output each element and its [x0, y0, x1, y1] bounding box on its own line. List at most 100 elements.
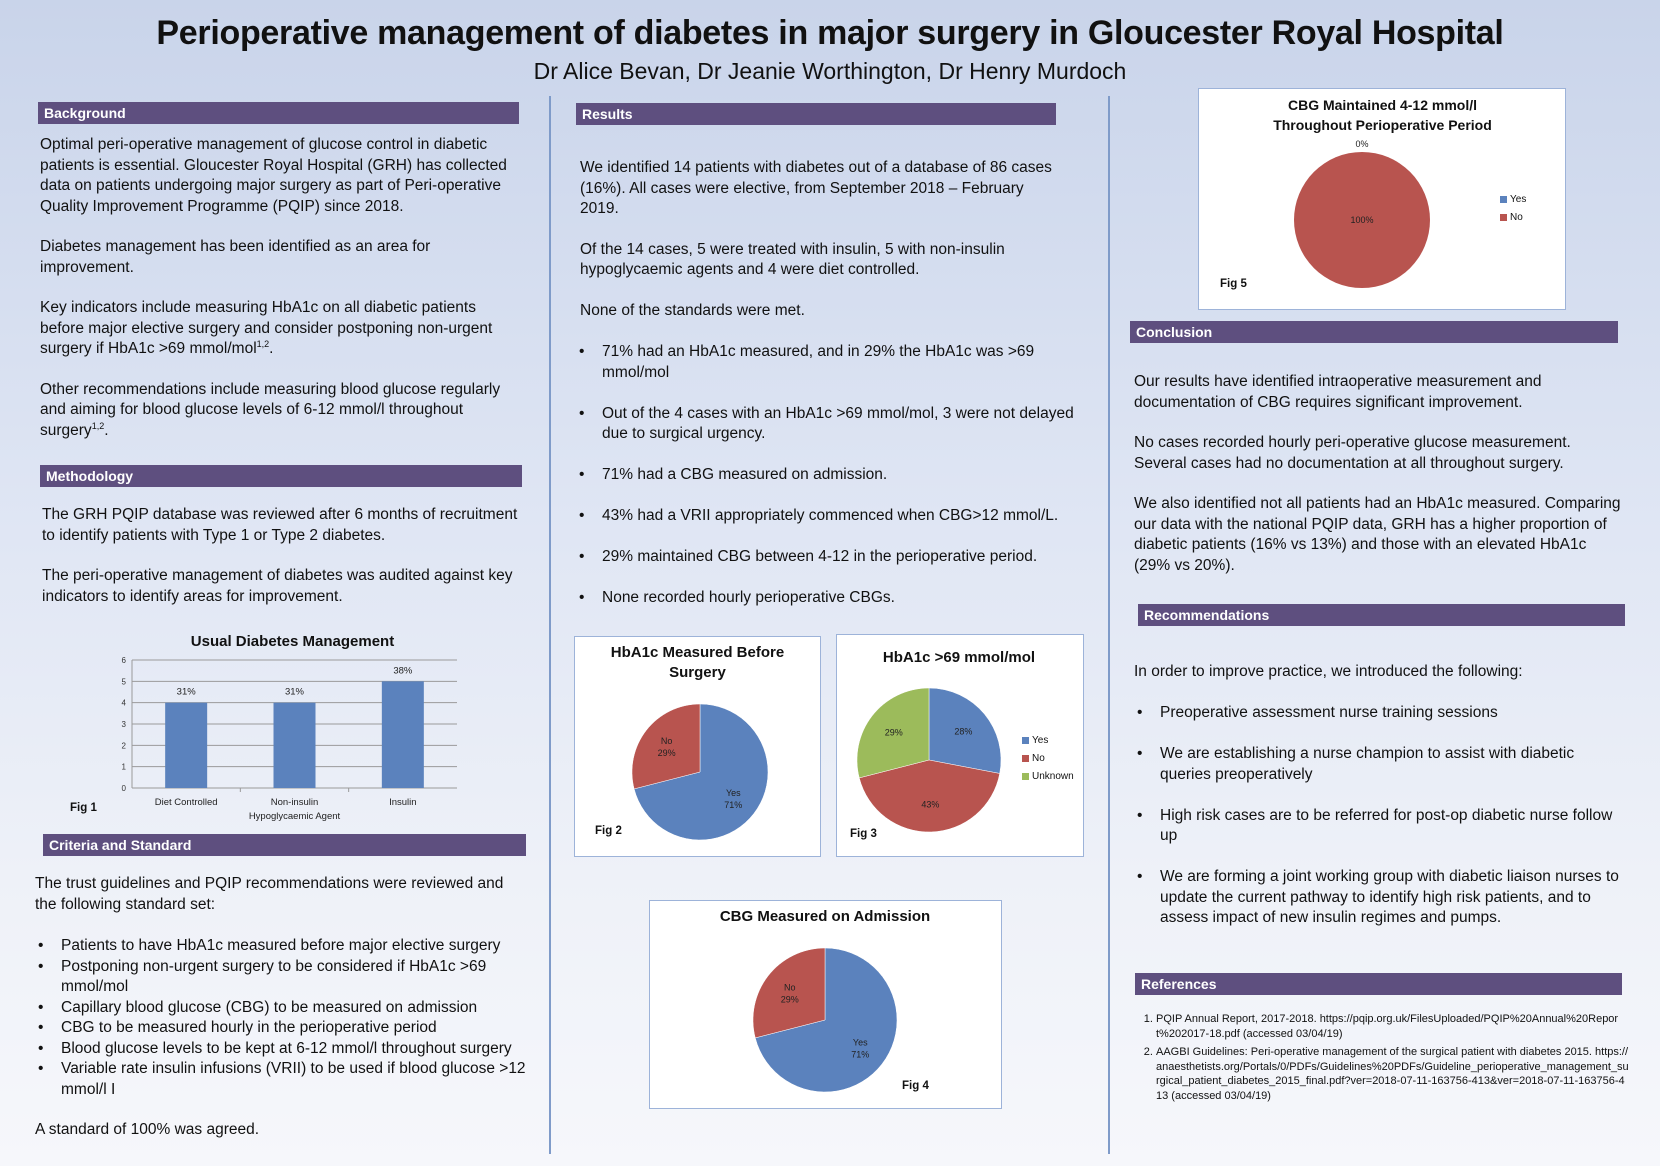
fig5-data-label: 100%	[1350, 215, 1373, 225]
methodology-text: The GRH PQIP database was reviewed after…	[42, 505, 522, 627]
fig3-title: HbA1c >69 mmol/mol	[882, 649, 1036, 666]
results-heading: Results	[576, 103, 1056, 125]
reference-item: AAGBI Guidelines: Peri-operative managem…	[1156, 1045, 1629, 1103]
criteria-item: Variable rate insulin infusions (VRII) t…	[35, 1059, 535, 1100]
background-paragraph: Diabetes management has been identified …	[40, 238, 431, 276]
fig1-y-tick-label: 2	[122, 741, 127, 750]
recommendations-list: Preoperative assessment nurse training s…	[1134, 703, 1624, 949]
fig2-data-label: No 29%	[658, 736, 676, 758]
fig5-pie-chart: 0% 100%	[1294, 140, 1430, 288]
criteria-list: Patients to have HbA1c measured before m…	[35, 936, 535, 1100]
results-text: We identified 14 patients with diabetes …	[580, 158, 1060, 341]
conclusion-paragraph: No cases recorded hourly peri-operative …	[1134, 434, 1571, 472]
conclusion-text: Our results have identified intraoperati…	[1134, 372, 1624, 596]
methodology-paragraph: The GRH PQIP database was reviewed after…	[42, 506, 518, 544]
fig2-data-label: Yes 71%	[724, 788, 742, 810]
poster-authors: Dr Alice Bevan, Dr Jeanie Worthington, D…	[533, 58, 1127, 84]
fig3-legend-item: No	[1022, 752, 1074, 770]
results-item: 43% had a VRII appropriately commenced w…	[576, 506, 1076, 527]
column-divider-right	[1108, 96, 1110, 1154]
fig1-bar	[165, 702, 208, 788]
references-list: PQIP Annual Report, 2017-2018. https://p…	[1134, 1012, 1629, 1107]
background-paragraph: Optimal peri-operative management of glu…	[40, 136, 507, 215]
results-item: None recorded hourly perioperative CBGs.	[576, 588, 1076, 609]
fig1-data-label: 38%	[393, 665, 413, 676]
recommendation-item: Preoperative assessment nurse training s…	[1134, 703, 1624, 724]
legend-swatch	[1500, 213, 1507, 221]
column-divider-left	[549, 96, 551, 1154]
fig3-data-label: 43%	[921, 800, 939, 810]
fig1-y-tick-label: 0	[122, 784, 127, 793]
results-paragraph: We identified 14 patients with diabetes …	[580, 159, 1052, 217]
fig1-y-tick-label: 1	[122, 763, 127, 772]
fig3-data-label: 29%	[885, 728, 903, 738]
fig4-data-label: No 29%	[781, 983, 799, 1005]
fig4-slice-yes	[754, 947, 898, 1093]
fig1-bar	[273, 702, 316, 788]
fig4-slice-no	[752, 947, 826, 1039]
criteria-footer: A standard of 100% was agreed.	[35, 1121, 260, 1138]
fig1-x-tick-label: Diet Controlled	[155, 797, 218, 808]
criteria-item: CBG to be measured hourly in the periope…	[35, 1018, 535, 1039]
poster-title: Perioperative management of diabetes in …	[156, 14, 1504, 52]
criteria-item: Blood glucose levels to be kept at 6-12 …	[35, 1039, 535, 1060]
fig1-x-tick-label: Hypoglycaemic Agent	[249, 811, 341, 822]
fig5-legend: Yes No	[1500, 193, 1526, 229]
results-paragraph: None of the standards were met.	[580, 301, 805, 319]
results-item: Out of the 4 cases with an HbA1c >69 mmo…	[576, 404, 1076, 445]
recommendations-intro: In order to improve practice, we introdu…	[1134, 663, 1523, 680]
fig2-slice-yes	[633, 703, 769, 841]
results-list: 71% had an HbA1c measured, and in 29% th…	[576, 342, 1076, 629]
recommendation-item: High risk cases are to be referred for p…	[1134, 806, 1624, 847]
legend-swatch	[1022, 754, 1029, 762]
background-paragraph: Other recommendations include measuring …	[40, 380, 501, 439]
legend-swatch	[1022, 772, 1029, 780]
background-paragraph: Key indicators include measuring HbA1c o…	[40, 299, 493, 357]
fig1-y-tick-label: 5	[122, 677, 127, 686]
results-item: 71% had an HbA1c measured, and in 29% th…	[576, 342, 1076, 383]
methodology-paragraph: The peri-operative management of diabete…	[42, 567, 513, 605]
fig5-data-label: 0%	[1355, 140, 1368, 149]
fig1-bar-chart: 0 1 2 3 4 5 6 31% Diet Controlled 31% Non-insulin H…	[122, 656, 457, 822]
fig5-legend-item: Yes	[1500, 193, 1526, 211]
results-item: 71% had a CBG measured on admission.	[576, 465, 1076, 486]
fig3-slice-yes	[928, 687, 1002, 774]
background-heading: Background	[38, 102, 519, 124]
fig3-legend: Yes No Unknown	[1022, 734, 1074, 788]
fig4-label: Fig 4	[902, 1080, 929, 1092]
recommendation-item: We are forming a joint working group wit…	[1134, 867, 1624, 929]
background-text: Optimal peri-operative management of glu…	[40, 135, 518, 461]
results-paragraph: Of the 14 cases, 5 were treated with ins…	[580, 240, 1005, 279]
fig5-label: Fig 5	[1220, 278, 1247, 290]
fig1-data-label: 31%	[285, 687, 305, 698]
criteria-heading: Criteria and Standard	[43, 834, 526, 856]
fig3-legend-item: Yes	[1022, 734, 1074, 752]
criteria-item: Capillary blood glucose (CBG) to be meas…	[35, 998, 535, 1019]
fig3-slice-unknown	[856, 687, 930, 779]
conclusion-heading: Conclusion	[1130, 321, 1618, 343]
fig3-label: Fig 3	[850, 828, 877, 840]
fig1-title: Usual Diabetes Management	[190, 633, 395, 650]
fig3-pie-chart: 28% 43% 29%	[856, 687, 1002, 833]
results-item: 29% maintained CBG between 4-12 in the p…	[576, 547, 1076, 568]
fig1-y-tick-label: 4	[122, 699, 127, 708]
references-heading: References	[1135, 973, 1622, 995]
fig4-data-label: Yes 71%	[851, 1037, 869, 1059]
fig2-title: HbA1c Measured Before Surgery	[610, 644, 785, 681]
fig3-slice-no	[858, 759, 1001, 833]
fig1-x-tick-label: Non-insulin	[271, 797, 319, 808]
fig4-pie-chart: Yes 71% No 29%	[752, 947, 898, 1093]
fig2-slice-no	[631, 703, 701, 790]
fig2-pie-chart: Yes 71% No 29%	[631, 703, 769, 841]
fig3-data-label: 28%	[954, 727, 972, 737]
fig4-title: CBG Measured on Admission	[719, 908, 931, 925]
fig5-legend-item: No	[1500, 211, 1526, 229]
criteria-intro: The trust guidelines and PQIP recommenda…	[35, 875, 504, 913]
recommendation-item: We are establishing a nurse champion to …	[1134, 744, 1624, 785]
legend-swatch	[1500, 195, 1507, 203]
criteria-item: Postponing non-urgent surgery to be cons…	[35, 957, 535, 998]
fig1-label: Fig 1	[70, 802, 97, 814]
methodology-heading: Methodology	[40, 465, 522, 487]
criteria-item: Patients to have HbA1c measured before m…	[35, 936, 535, 957]
fig1-y-tick-label: 3	[122, 720, 127, 729]
